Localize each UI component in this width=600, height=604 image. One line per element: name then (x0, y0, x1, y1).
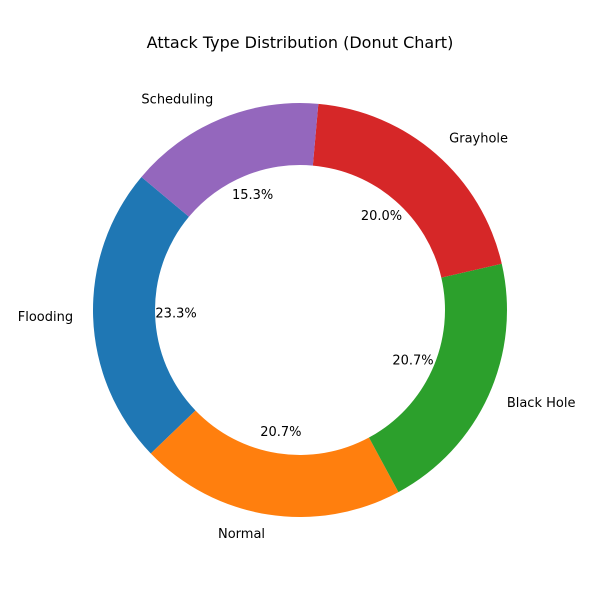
pct-label-normal: 20.7% (260, 425, 301, 440)
slice-black-hole (368, 263, 507, 493)
slice-grayhole (312, 103, 502, 278)
slice-flooding (93, 176, 196, 454)
label-normal: Normal (218, 527, 265, 542)
pct-label-flooding: 23.3% (155, 307, 196, 322)
label-scheduling: Scheduling (141, 93, 213, 108)
slice-scheduling (141, 102, 319, 217)
label-black-hole: Black Hole (507, 396, 576, 411)
label-grayhole: Grayhole (449, 131, 508, 146)
label-flooding: Flooding (18, 310, 73, 325)
chart-title: Attack Type Distribution (Donut Chart) (147, 33, 454, 52)
slice-normal (150, 410, 399, 517)
pct-label-grayhole: 20.0% (361, 209, 402, 224)
pct-label-black-hole: 20.7% (392, 354, 433, 369)
slice-labels: Flooding 23.3% Normal 20.7% Black Hole 20.7% G… (18, 93, 576, 542)
donut-slices (93, 102, 507, 517)
pct-label-scheduling: 15.3% (232, 188, 273, 203)
